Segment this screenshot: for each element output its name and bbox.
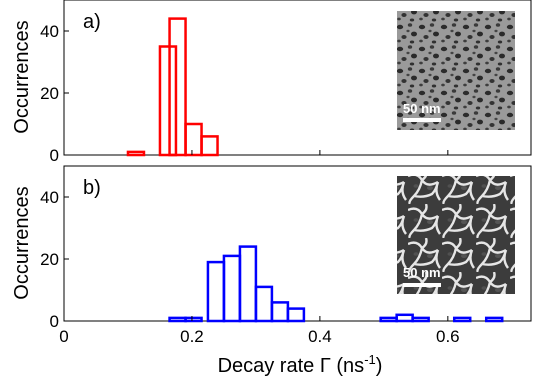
tem-image-b (397, 176, 515, 294)
x-axis-label: Decay rate Γ (ns-1) (218, 352, 383, 377)
bar-a-5 (200, 135, 219, 157)
x-axis-label-sup: -1 (364, 352, 376, 367)
x-ticks-b: 0 0.2 0.4 0.6 (59, 316, 460, 346)
x-axis-label-main: Decay rate Γ (ns (218, 355, 365, 377)
bars-b (168, 245, 504, 323)
bar-b-13 (484, 316, 504, 323)
scale-bar-label-b: 50 nm (403, 265, 441, 280)
bar-b-8 (379, 316, 398, 323)
y-tick-label-b-0: 0 (50, 312, 59, 331)
scale-bar-label-a: 50 nm (403, 101, 441, 116)
y-tick-label-b-1: 20 (40, 250, 59, 269)
bar-b-5 (254, 285, 274, 323)
bar-b-10 (411, 316, 430, 323)
bar-a-4 (184, 122, 203, 157)
bar-a-0 (126, 150, 146, 157)
y-tick-label-a-1: 20 (40, 84, 59, 103)
x-tick-label-1: 0.2 (180, 327, 204, 346)
y-axis-label-a: Occurrences (11, 20, 33, 133)
bar-a-3 (168, 17, 187, 157)
bar-b-12 (452, 316, 472, 323)
y-axis-label-b: Occurrences (11, 186, 33, 299)
x-tick-label-2: 0.4 (308, 327, 332, 346)
tem-image-a (397, 11, 515, 130)
bar-b-7 (286, 307, 306, 323)
x-axis-label-end: ) (376, 355, 383, 377)
scale-bar-a (403, 118, 441, 122)
y-tick-label-a-2: 40 (40, 22, 59, 41)
y-tick-label-a-0: 0 (50, 146, 59, 165)
bars-a (126, 17, 219, 157)
x-tick-label-0: 0 (59, 327, 68, 346)
bar-b-6 (270, 301, 290, 323)
y-tick-label-b-2: 40 (40, 188, 59, 207)
panel-a: 0 20 40 a) Occurrences 50 nm (11, 0, 532, 165)
panel-b: 0 20 40 0 0.2 0.4 0.6 b) Occurrences 50 nm De… (11, 165, 532, 377)
bar-b-0 (168, 316, 187, 323)
bar-b-4 (238, 245, 258, 323)
plot-frame-a (63, 0, 532, 156)
x-tick-label-3: 0.6 (436, 327, 460, 346)
panel-label-b: b) (83, 177, 101, 199)
bar-b-3 (222, 254, 242, 323)
bar-b-9 (395, 313, 414, 323)
y-ticks-a: 0 20 40 (40, 22, 69, 165)
y-ticks-b: 0 20 40 (40, 188, 69, 331)
bar-a-2 (158, 45, 178, 157)
scale-bar-b (403, 283, 441, 287)
panel-label-a: a) (83, 11, 101, 33)
bar-b-2 (206, 260, 226, 323)
inset-image-b: 50 nm (397, 176, 515, 294)
x-ticks-a (63, 150, 449, 155)
inset-image-a: 50 nm (397, 11, 515, 130)
bar-b-1 (184, 316, 203, 323)
